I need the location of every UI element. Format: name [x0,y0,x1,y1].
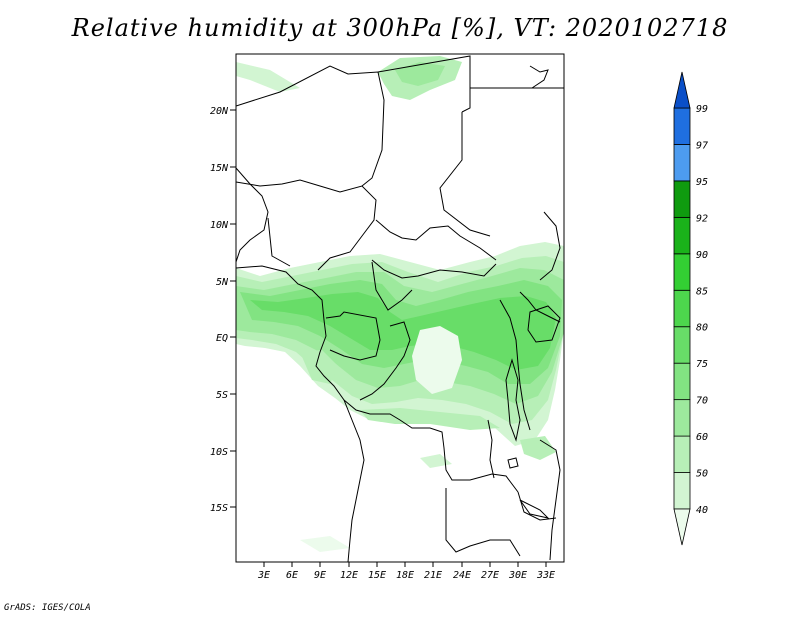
colorbar-label: 97 [696,140,708,151]
colorbar-label: 40 [696,505,708,516]
colorbar-segment [673,472,691,510]
lon-tick-label: 21E [424,570,442,581]
lon-tick-label: 24E [453,570,471,581]
latitude-axis: 20N 15N 10N 5N EQ 5S 10S 15S [210,106,236,514]
lon-tick-label: 27E [481,570,499,581]
lon-tick-label: 9E [314,570,326,581]
longitude-axis: 3E 6E 9E 12E 15E 18E 21E 24E 27E 30E 33E [257,562,555,581]
colorbar-label: 92 [696,213,708,224]
map-frame [235,53,565,563]
colorbar-segment [673,289,691,328]
colorbar-segment [673,326,691,364]
colorbar-low-arrow [673,508,691,546]
lon-tick-label: 18E [396,570,414,581]
colorbar-label: 99 [696,104,708,115]
lat-tick-label: 15N [210,163,229,174]
colorbar-label: 85 [696,286,708,297]
colorbar-label: 90 [696,250,708,261]
lat-tick-label: 10N [210,220,229,231]
lon-tick-label: 12E [340,570,358,581]
colorbar-label: 95 [696,177,708,188]
colorbar-segment [673,399,691,437]
colorbar-segment [673,144,691,182]
lon-tick-label: 3E [257,570,270,581]
lon-tick-label: 15E [368,570,386,581]
colorbar-segment [673,435,691,473]
colorbar-segment [673,362,691,401]
colorbar-high-arrow [673,71,691,109]
colorbar-segment [673,107,691,145]
colorbar-segment [673,180,691,218]
map-title: Relative humidity at 300hPa [%], VT: 202… [71,14,729,42]
lat-tick-label: 10S [210,447,228,458]
colorbar: 40 50 60 70 75 80 85 90 92 95 97 99 [673,71,708,546]
lon-tick-label: 30E [508,570,527,581]
country-borders [236,55,564,562]
lon-tick-label: 6E [286,570,298,581]
lon-tick-label: 33E [536,570,555,581]
colorbar-label: 60 [696,432,708,443]
lat-tick-label: 15S [210,503,228,514]
humidity-field [236,56,564,552]
colorbar-segment [673,253,691,291]
lat-tick-label: EQ [216,333,228,344]
colorbar-label: 80 [696,323,708,334]
colorbar-label: 50 [696,469,708,480]
lat-tick-label: 5N [216,277,229,288]
colorbar-label: 75 [696,359,708,370]
colorbar-segment [673,216,691,255]
lat-tick-label: 5S [216,390,228,401]
lat-tick-label: 20N [210,106,229,117]
grads-credit: GrADS: IGES/COLA [4,603,91,613]
colorbar-label: 70 [696,396,708,407]
